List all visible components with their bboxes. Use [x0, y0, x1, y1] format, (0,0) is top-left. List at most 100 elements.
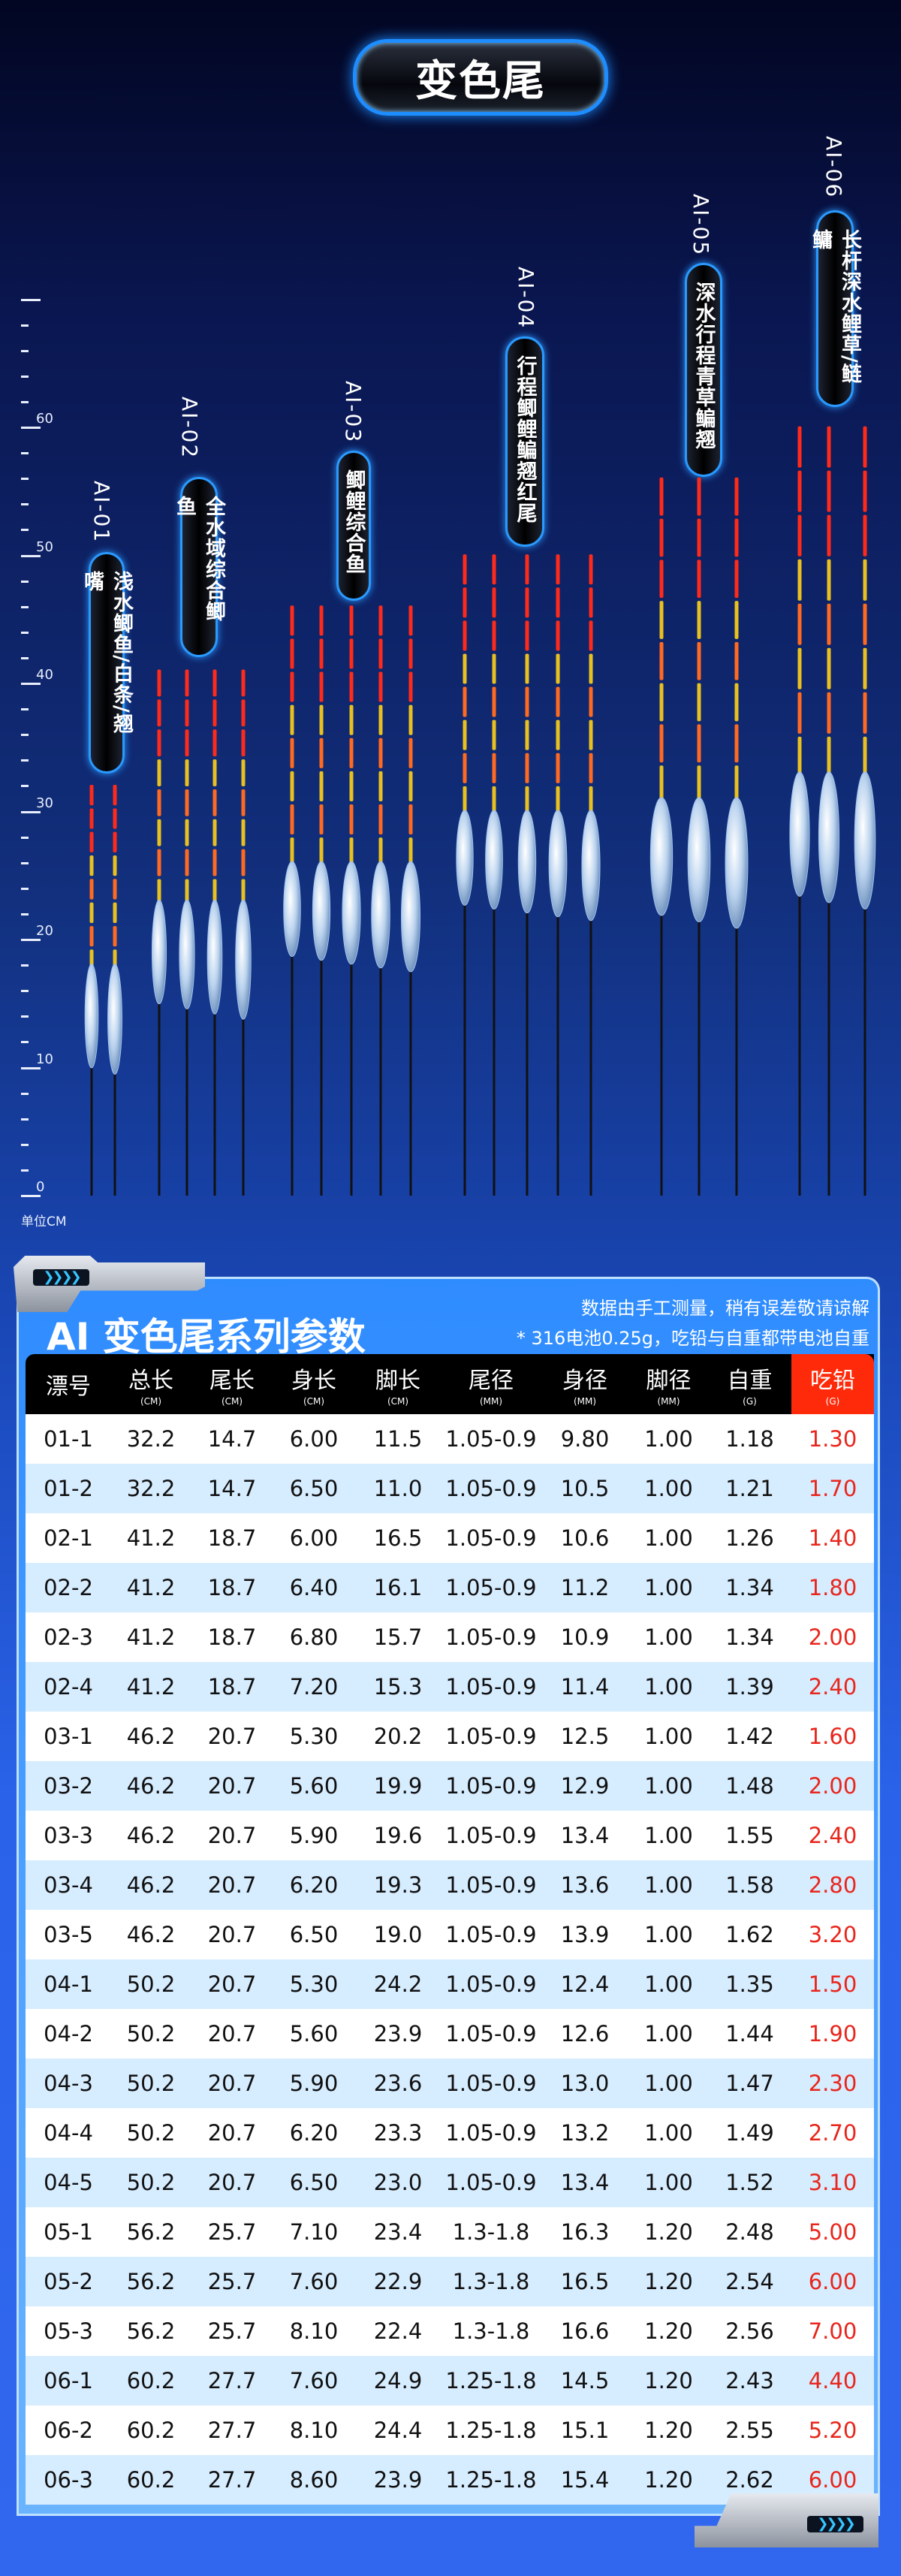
table-row: 02-1 41.2 18.7 6.00 16.5 1.05-0.9 10.6 1.00 1.26… [26, 1513, 874, 1563]
chevrons-icon: ❯❯❯❯ [33, 1269, 89, 1286]
table-cell: 20.7 [207, 1971, 257, 1997]
ruler-tick [21, 554, 41, 557]
table-cell: 13.9 [560, 1922, 610, 1947]
table-cell: 20.7 [207, 1872, 257, 1898]
table-row: 03-4 46.2 20.7 6.20 19.3 1.05-0.9 13.6 1.00 1.58… [26, 1860, 874, 1910]
table-cell: 1.05-0.9 [445, 2170, 537, 2195]
table-cell: 41.2 [126, 1575, 176, 1600]
float-tail-segment [290, 605, 294, 636]
table-cell: 06-3 [44, 2467, 93, 2493]
ruler-tick [21, 912, 29, 915]
float-tail-segment [589, 686, 593, 717]
group-code: AI-01 [89, 481, 114, 544]
table-cell: 12.9 [560, 1773, 610, 1799]
float-body [581, 810, 601, 922]
table-cell: 1.60 [808, 1724, 857, 1749]
float-tail-segment [241, 759, 246, 786]
table-cell: 02-3 [44, 1624, 93, 1650]
ruler-tick [21, 1195, 41, 1197]
float-tail-segment [827, 603, 831, 645]
float-body [371, 861, 390, 969]
table-header: 漂号 总长 (CM) 尾长 (CM) 身长 (CM) 脚长 (CM) 尾径 (MM) 身径 (MM) 脚径… [26, 1354, 874, 1414]
table-cell: 24.4 [373, 2418, 423, 2443]
table-cell: 01-1 [44, 1426, 93, 1452]
table-cell: 1.3-1.8 [452, 2269, 530, 2294]
table-cell: 9.80 [560, 1426, 610, 1452]
float-tail-segment [697, 641, 701, 680]
table-cell: 10.6 [560, 1525, 610, 1551]
table-row: 05-1 56.2 25.7 7.10 23.4 1.3-1.8 16.3 1.20 2.48 5… [26, 2207, 874, 2257]
float-tail-segment [319, 837, 324, 868]
table-row: 03-2 46.2 20.7 5.60 19.9 1.05-0.9 12.9 1.00 1.48… [26, 1761, 874, 1811]
float-tail-segment [319, 771, 324, 801]
table-cell: 1.55 [725, 1823, 774, 1848]
column-header: 自重 (G) [708, 1354, 791, 1414]
float-tail-segment [241, 729, 246, 757]
table-cell: 50.2 [126, 2071, 176, 2096]
float-body [687, 797, 711, 923]
table-cell: 13.0 [560, 2071, 610, 2096]
table-cell: 20.7 [207, 1773, 257, 1799]
table-cell: 50.2 [126, 2120, 176, 2146]
float-tail-segment [290, 704, 294, 735]
ruler-tick [21, 478, 29, 481]
float-tail-segment [378, 738, 383, 768]
table-cell: 56.2 [126, 2219, 176, 2245]
float-tail-segment [697, 601, 701, 639]
float-tail-segment [734, 765, 739, 804]
table-cell: 7.00 [808, 2318, 857, 2344]
table-cell: 1.25-1.8 [445, 2467, 537, 2493]
column-label: 身长 [291, 1368, 336, 1394]
float-tail-segment [734, 477, 739, 516]
float-tail-segment [659, 724, 664, 763]
table-cell: 05-1 [44, 2219, 93, 2245]
float-tail-segment [734, 724, 739, 763]
column-label: 尾径 [469, 1368, 514, 1394]
float-tail-segment [185, 879, 189, 906]
table-cell: 5.90 [289, 1823, 339, 1848]
float-tail-segment [185, 819, 189, 846]
float-tail-segment [797, 514, 802, 557]
table-cell: 15.3 [373, 1674, 423, 1700]
float-tail-segment [525, 620, 529, 651]
table-cell: 46.2 [126, 1922, 176, 1947]
page-title-text: 变色尾 [415, 56, 546, 106]
float-tail-segment [525, 587, 529, 618]
float-body [283, 861, 301, 958]
table-cell: 7.60 [289, 2269, 339, 2294]
table-cell: 12.6 [560, 2021, 610, 2047]
float-tail-segment [378, 704, 383, 735]
ruler-tick [21, 861, 29, 864]
float-tail-segment [659, 560, 664, 599]
table-cell: 6.80 [289, 1624, 339, 1650]
float-tail-segment [185, 759, 189, 786]
float-body [312, 861, 331, 961]
table-row: 04-1 50.2 20.7 5.30 24.2 1.05-0.9 12.4 1.00 1.35… [26, 1959, 874, 2009]
table-cell: 5.60 [289, 2021, 339, 2047]
float-tail-segment [463, 554, 467, 585]
float-tail-segment [290, 837, 294, 868]
table-cell: 11.5 [373, 1426, 423, 1452]
group-label-pill: 长杆深水鲤草/鲢鳙 [809, 210, 861, 407]
ruler-tick [21, 529, 29, 532]
table-cell: 11.2 [560, 1575, 610, 1600]
ruler: 0 10 20 30 40 50 60 [0, 0, 90, 1239]
table-cell: 20.7 [207, 2120, 257, 2146]
float-tail-segment [241, 789, 246, 816]
ruler-tick [21, 375, 29, 378]
table-cell: 60.2 [126, 2368, 176, 2394]
group-description: 行程鲫鲤鳊翘红尾 [513, 355, 537, 523]
float-tail-segment [827, 647, 831, 689]
table-cell: 1.05-0.9 [445, 1724, 537, 1749]
float-tail-segment [589, 554, 593, 585]
table-cell: 2.80 [808, 1872, 857, 1898]
table-cell: 2.30 [808, 2071, 857, 2096]
float-body [517, 810, 537, 914]
table-cell: 1.00 [644, 1971, 693, 1997]
table-cell: 20.7 [207, 1724, 257, 1749]
table-cell: 8.60 [289, 2467, 339, 2493]
column-header: 脚径 (MM) [629, 1354, 708, 1414]
float-tail-segment [797, 470, 802, 512]
table-cell: 1.00 [644, 1674, 693, 1700]
float-body [235, 899, 252, 1020]
